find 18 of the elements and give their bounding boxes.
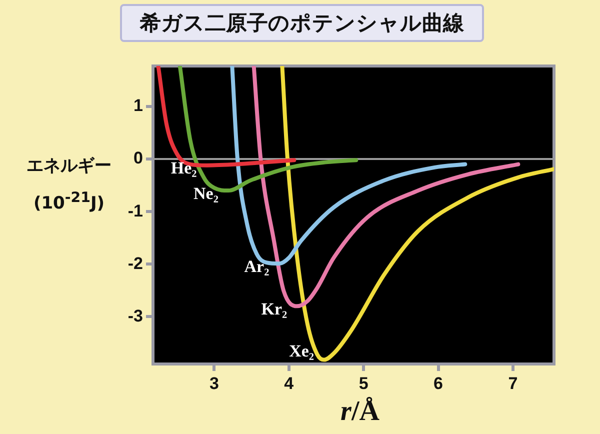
- chart-title: 希ガス二原子のポテンシャル曲線: [120, 4, 484, 42]
- series-label: He₂: [170, 158, 197, 178]
- x-tick-label: 3: [210, 374, 219, 393]
- y-tick-label: -2: [128, 254, 143, 273]
- x-axis-title: r/Å: [340, 396, 380, 428]
- y-tick-label: 1: [134, 96, 143, 116]
- x-tick-label: 5: [358, 374, 368, 393]
- x-tick-label: 6: [434, 374, 443, 393]
- series-label: Ar₂: [244, 257, 270, 276]
- series-label: Kr₂: [261, 300, 288, 319]
- y-tick-label: -3: [128, 306, 143, 326]
- y-axis-title: エネルギー (10$^{-21}$J): [26, 156, 112, 214]
- x-tick-label: 7: [508, 374, 518, 393]
- series-label: Ne₂: [194, 184, 218, 203]
- x-tick-label: 4: [284, 374, 294, 393]
- y-tick-label: 0: [134, 148, 143, 168]
- y-tick-label: -1: [128, 201, 143, 220]
- series-label: Xe₂: [289, 341, 314, 360]
